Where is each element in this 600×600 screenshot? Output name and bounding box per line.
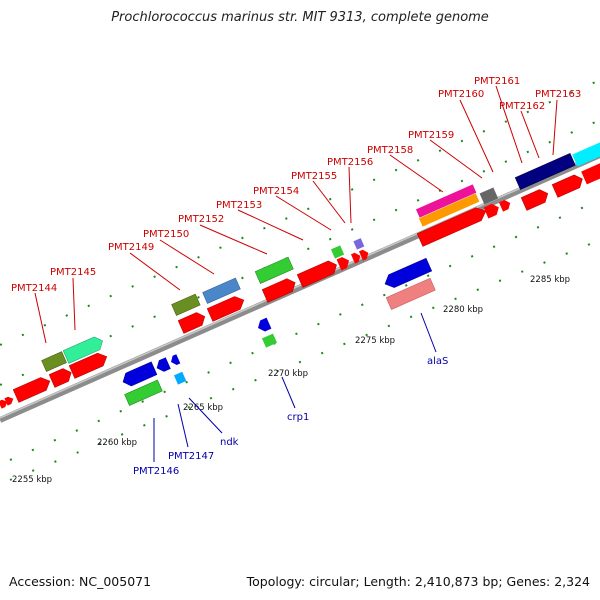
gene-box[interactable] [572, 138, 600, 167]
scale-label: 2265 kbp [183, 403, 223, 413]
gene-box[interactable] [171, 293, 201, 316]
gene-arrow[interactable] [261, 276, 298, 303]
gene-label: PMT2144 [11, 283, 57, 294]
gene-label: PMT2160 [438, 89, 484, 100]
gene-arrow[interactable] [48, 366, 74, 388]
gene-label: PMT2147 [168, 451, 214, 462]
gene-features [0, 138, 600, 409]
scale-label: 2275 kbp [355, 336, 395, 346]
gene-box[interactable] [254, 256, 294, 284]
gene-arrow[interactable] [350, 251, 362, 264]
gene-arrow[interactable] [382, 257, 433, 290]
gene-arrow[interactable] [0, 398, 9, 409]
gene-label: PMT2149 [108, 242, 154, 253]
gene-label: PMT2163 [535, 89, 581, 100]
gene-label: PMT2162 [499, 101, 545, 112]
gene-box[interactable] [418, 193, 480, 227]
gene-label: PMT2154 [253, 186, 299, 197]
gene-box[interactable] [479, 187, 499, 205]
gene-label: PMT2156 [327, 157, 373, 168]
gene-label: ndk [220, 437, 239, 448]
map-title: Prochlorococcus marinus str. MIT 9313, c… [111, 10, 489, 25]
gene-arrow[interactable] [4, 395, 15, 406]
gene-box[interactable] [330, 245, 345, 259]
scale-label: 2260 kbp [97, 438, 137, 448]
gene-box[interactable] [202, 277, 241, 304]
genome-summary-text: Topology: circular; Length: 2,410,873 bp… [246, 574, 590, 589]
gene-box[interactable] [514, 153, 576, 190]
gene-label: PMT2150 [143, 229, 189, 240]
genome-backbone-highlight [0, 152, 600, 419]
gene-arrow[interactable] [296, 258, 339, 288]
gene-label: PMT2159 [408, 130, 454, 141]
gene-arrow[interactable] [498, 198, 512, 212]
gene-box[interactable] [353, 238, 365, 250]
gene-arrow[interactable] [358, 248, 370, 261]
gene-box[interactable] [415, 184, 477, 218]
gene-label: crp1 [287, 412, 309, 423]
gene-arrow[interactable] [169, 354, 181, 366]
gene-arrow[interactable] [336, 255, 352, 271]
scale-labels: 2255 kbp 2260 kbp 2265 kbp 2270 kbp 2275… [12, 275, 570, 485]
gene-arrow[interactable] [12, 375, 53, 403]
scale-label: 2270 kbp [268, 369, 308, 379]
gene-label: PMT2145 [50, 267, 96, 278]
gene-arrow[interactable] [155, 357, 171, 374]
gene-arrow[interactable] [68, 350, 109, 379]
gene-label: PMT2161 [474, 76, 520, 87]
gene-box[interactable] [41, 351, 67, 372]
genome-backbone [0, 152, 600, 423]
gene-arrow[interactable] [120, 361, 158, 389]
gene-label: PMT2152 [178, 214, 224, 225]
gene-arrow[interactable] [416, 205, 489, 247]
scale-label: 2285 kbp [530, 275, 570, 285]
gene-box[interactable] [124, 379, 163, 406]
gene-arrow[interactable] [177, 310, 207, 334]
forward-gene-labels: PMT2144 PMT2145 PMT2149 PMT2150 PMT2152 … [11, 76, 581, 294]
gene-box[interactable] [385, 277, 436, 310]
gene-label: PMT2146 [133, 466, 179, 477]
gene-arrow[interactable] [520, 187, 550, 211]
accession-text: Accession: NC_005071 [9, 574, 152, 589]
gene-arrow[interactable] [483, 202, 502, 219]
gene-box[interactable] [261, 333, 277, 348]
scale-label: 2255 kbp [12, 475, 52, 485]
gene-label: PMT2158 [367, 145, 413, 156]
label-leaders [34, 85, 558, 462]
gene-label: alaS [427, 356, 448, 367]
scale-label: 2280 kbp [443, 305, 483, 315]
reverse-gene-labels: PMT2146 PMT2147 ndk crp1 alaS [133, 356, 448, 477]
gene-arrow[interactable] [551, 172, 585, 198]
gene-box[interactable] [581, 159, 600, 185]
gene-arrow[interactable] [206, 294, 247, 322]
gene-label: PMT2155 [291, 171, 337, 182]
gene-label: PMT2153 [216, 200, 262, 211]
gene-arrow[interactable] [256, 317, 272, 334]
gene-arrow[interactable] [62, 334, 105, 364]
gene-box[interactable] [173, 371, 187, 385]
